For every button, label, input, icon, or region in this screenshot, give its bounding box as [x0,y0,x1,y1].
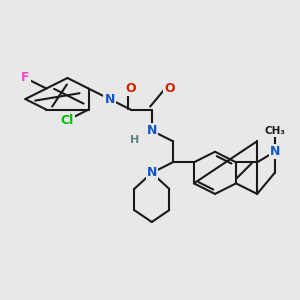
Text: O: O [125,82,136,95]
Text: N: N [104,93,115,106]
Text: CH₃: CH₃ [264,126,285,136]
Text: N: N [147,166,157,179]
Text: H: H [122,83,132,94]
Text: Cl: Cl [61,114,74,127]
Text: F: F [21,71,29,85]
Text: N: N [147,124,157,137]
Text: O: O [164,82,175,95]
Text: H: H [130,135,139,145]
Text: N: N [269,145,280,158]
